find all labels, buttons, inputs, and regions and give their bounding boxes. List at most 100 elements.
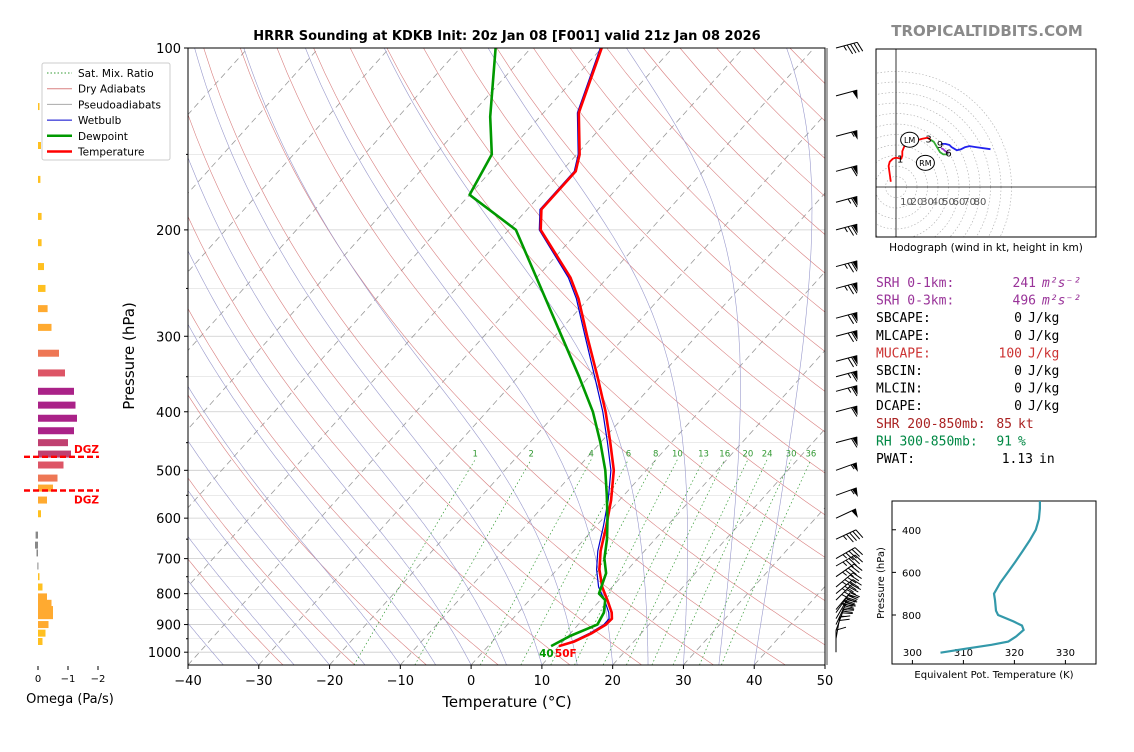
- x-tick-label: −30: [245, 674, 272, 689]
- x-tick-label: −20: [316, 674, 343, 689]
- theta-e-y-tick-label: 600: [902, 568, 921, 579]
- omega-bar: [36, 532, 38, 539]
- omega-bar: [38, 103, 40, 110]
- stat-label: SRH 0-3km:: [876, 294, 954, 309]
- theta-e-x-tick-label: 320: [1005, 648, 1024, 659]
- omega-bar: [38, 600, 52, 607]
- omega-bar: [38, 415, 77, 422]
- mixing-ratio-label: 1: [472, 450, 477, 460]
- stat-value: 1.13: [1002, 452, 1033, 467]
- stat-label: MUCAPE:: [876, 346, 931, 361]
- theta-e-x-label: Equivalent Pot. Temperature (K): [914, 670, 1073, 681]
- omega-bar: [38, 593, 47, 600]
- omega-bar: [38, 142, 41, 149]
- omega-bar: [38, 584, 43, 591]
- omega-bar: [38, 606, 53, 613]
- y-tick-label: 500: [156, 464, 181, 479]
- legend-label: Wetbulb: [78, 115, 122, 127]
- stat-label: MLCAPE:: [876, 329, 931, 344]
- mixing-ratio-label: 36: [806, 450, 817, 460]
- omega-bar: [35, 542, 38, 549]
- omega-tick-label: −1: [61, 674, 76, 685]
- mixing-ratio-label: 13: [698, 450, 709, 460]
- stat-unit: J/kg: [1028, 399, 1059, 414]
- stat-value: 0: [1014, 329, 1022, 344]
- omega-bar: [37, 562, 38, 569]
- omega-bar: [38, 621, 49, 628]
- y-tick-label: 300: [156, 330, 181, 345]
- stat-unit: J/kg: [1028, 311, 1059, 326]
- stat-value: 0: [1014, 399, 1022, 414]
- skew-t-y-label: Pressure (hPa): [120, 302, 138, 410]
- stat-value: 496: [1013, 294, 1036, 309]
- theta-e-x-tick-label: 300: [903, 648, 922, 659]
- omega-bar: [38, 324, 52, 331]
- stat-value: 85: [996, 417, 1012, 432]
- skew-t-legend: Sat. Mix. Ratio Dry Adiabats Pseudoadiabat…: [42, 63, 170, 160]
- y-tick-label: 1000: [148, 646, 181, 661]
- mixing-ratio-label: 10: [672, 450, 683, 460]
- stat-label: SBCAPE:: [876, 311, 931, 326]
- stat-label: SRH 0-1km:: [876, 276, 954, 291]
- mixing-ratio-label: 24: [762, 450, 773, 460]
- surface-temp-label: 50F: [555, 648, 577, 660]
- stat-unit: J/kg: [1028, 346, 1059, 361]
- omega-bar: [38, 612, 53, 619]
- chart-title: HRRR Sounding at KDKB Init: 20z Jan 08 […: [253, 29, 760, 44]
- omega-bar: [38, 573, 40, 580]
- legend-label: Temperature: [77, 147, 145, 159]
- omega-bar: [38, 475, 58, 482]
- mixing-ratio-label: 2: [528, 450, 533, 460]
- mixing-ratio-label: 30: [786, 450, 797, 460]
- legend-label: Sat. Mix. Ratio: [78, 68, 154, 80]
- omega-tick-label: −2: [91, 674, 106, 685]
- omega-tick-label: 0: [35, 674, 41, 685]
- hodograph-height-label: 9: [937, 140, 943, 151]
- x-tick-label: 0: [467, 674, 475, 689]
- stat-value: 0: [1014, 311, 1022, 326]
- hodograph-height-label: 3: [925, 135, 931, 146]
- omega-bar: [38, 497, 47, 504]
- omega-bar: [38, 439, 68, 446]
- stat-label: DCAPE:: [876, 399, 923, 414]
- mixing-ratio-label: 6: [626, 450, 631, 460]
- omega-bar: [38, 285, 46, 292]
- y-tick-label: 900: [156, 619, 181, 634]
- omega-bar: [38, 213, 42, 220]
- x-tick-label: 50: [817, 674, 834, 689]
- mixing-ratio-label: 16: [719, 450, 730, 460]
- dgz-label: DGZ: [74, 495, 99, 507]
- theta-e-y-label: Pressure (hPa): [876, 547, 887, 619]
- legend-label: Dewpoint: [78, 131, 128, 143]
- omega-bar: [38, 350, 59, 357]
- stat-label: PWAT:: [876, 452, 915, 467]
- stat-unit: %: [1018, 434, 1026, 449]
- omega-bar: [38, 402, 76, 409]
- storm-motion-label-lm: LM: [904, 136, 915, 145]
- legend-label: Dry Adiabats: [78, 84, 146, 96]
- stat-value: 0: [1014, 382, 1022, 397]
- omega-x-label: Omega (Pa/s): [26, 692, 114, 707]
- mixing-ratio-label: 8: [653, 450, 658, 460]
- omega-bar: [37, 549, 39, 556]
- hodograph-ring-label: 80: [974, 197, 987, 208]
- dgz-label: DGZ: [74, 444, 99, 456]
- hodograph-title: Hodograph (wind in kt, height in km): [889, 242, 1083, 254]
- legend-label: Pseudoadiabats: [78, 99, 161, 111]
- storm-motion-label-rm: RM: [919, 159, 932, 168]
- omega-bar: [38, 510, 41, 517]
- x-tick-label: 10: [534, 674, 551, 689]
- omega-bar: [38, 305, 48, 312]
- stat-label: SBCIN:: [876, 364, 923, 379]
- brand-watermark: TROPICALTIDBITS.COM: [891, 22, 1083, 40]
- x-tick-label: −40: [174, 674, 201, 689]
- y-tick-label: 200: [156, 224, 181, 239]
- x-tick-label: −10: [387, 674, 414, 689]
- stat-value: 91: [996, 434, 1012, 449]
- y-tick-label: 400: [156, 406, 181, 421]
- mixing-ratio-label: 4: [589, 450, 594, 460]
- stat-label: MLCIN:: [876, 382, 923, 397]
- stat-unit: J/kg: [1028, 382, 1059, 397]
- hodograph-height-label: 1: [897, 155, 903, 166]
